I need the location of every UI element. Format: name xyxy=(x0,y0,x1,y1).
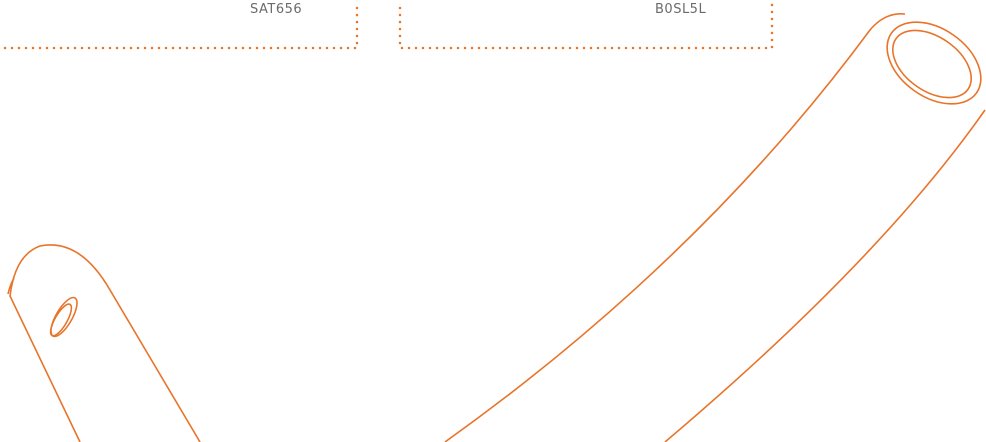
card-border xyxy=(398,0,774,50)
pipe-outline xyxy=(7,277,15,295)
card-border xyxy=(0,6,359,50)
pipe-end xyxy=(891,29,973,99)
pipe-outline xyxy=(444,13,906,442)
pipe-hole xyxy=(50,296,78,338)
pipe-outline xyxy=(664,109,986,442)
pipe-end xyxy=(886,21,982,105)
pipe-hole xyxy=(49,303,73,337)
product-code: B0SL5L xyxy=(655,2,707,17)
pipe-outline xyxy=(9,244,201,442)
product-code: SAT656 xyxy=(250,2,303,17)
